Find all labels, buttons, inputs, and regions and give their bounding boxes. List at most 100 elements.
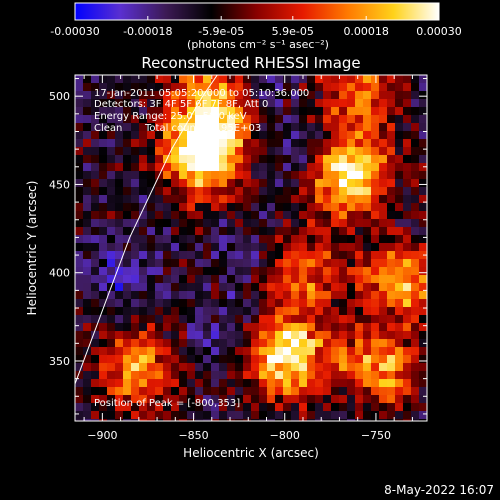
- heatmap-cell: [115, 291, 124, 300]
- heatmap-cell: [195, 339, 204, 348]
- heatmap-cell: [395, 315, 404, 324]
- heatmap-cell: [339, 219, 348, 228]
- heatmap-cell: [139, 283, 148, 292]
- heatmap-cell: [211, 147, 220, 156]
- heatmap-cell: [187, 339, 196, 348]
- heatmap-cell: [355, 283, 364, 292]
- heatmap-cell: [219, 323, 228, 332]
- heatmap-cell: [147, 171, 156, 180]
- heatmap-cell: [123, 323, 132, 332]
- heatmap-cell: [395, 355, 404, 364]
- heatmap-cell: [267, 299, 276, 308]
- heatmap-cell: [347, 123, 356, 132]
- heatmap-cell: [411, 75, 420, 84]
- heatmap-cell: [315, 219, 324, 228]
- heatmap-cell: [355, 371, 364, 380]
- heatmap-cell: [387, 283, 396, 292]
- heatmap-cell: [363, 123, 372, 132]
- heatmap-cell: [275, 195, 284, 204]
- heatmap-cell: [83, 211, 92, 220]
- heatmap-cell: [203, 243, 212, 252]
- heatmap-cell: [195, 203, 204, 212]
- heatmap-cell: [227, 99, 236, 108]
- heatmap-cell: [91, 187, 100, 196]
- heatmap-cell: [123, 355, 132, 364]
- heatmap-cell: [403, 227, 412, 236]
- heatmap-cell: [259, 379, 268, 388]
- heatmap-cell: [91, 83, 100, 92]
- heatmap-cell: [91, 275, 100, 284]
- heatmap-cell: [139, 339, 148, 348]
- heatmap-cell: [315, 363, 324, 372]
- heatmap-cell: [259, 187, 268, 196]
- heatmap-cell: [99, 179, 108, 188]
- heatmap-cell: [403, 411, 412, 420]
- heatmap-cell: [355, 347, 364, 356]
- heatmap-cell: [131, 387, 140, 396]
- heatmap-cell: [123, 419, 132, 421]
- heatmap-cell: [315, 299, 324, 308]
- heatmap-cell: [339, 227, 348, 236]
- heatmap-cell: [259, 123, 268, 132]
- heatmap-cell: [99, 379, 108, 388]
- heatmap-cell: [243, 107, 252, 116]
- x-tick-label: −800: [270, 429, 300, 442]
- heatmap-cell: [403, 315, 412, 324]
- heatmap-cell: [75, 371, 84, 380]
- heatmap-cell: [371, 331, 380, 340]
- chart-title: Reconstructed RHESSI Image: [141, 54, 360, 72]
- heatmap-cell: [283, 195, 292, 204]
- heatmap-cell: [115, 123, 124, 132]
- heatmap-cell: [379, 291, 388, 300]
- heatmap-cell: [99, 123, 108, 132]
- heatmap-cell: [163, 235, 172, 244]
- heatmap-cell: [195, 243, 204, 252]
- heatmap-cell: [355, 267, 364, 276]
- heatmap-cell: [155, 403, 164, 412]
- heatmap-cell: [315, 179, 324, 188]
- heatmap-cell: [299, 179, 308, 188]
- heatmap-cell: [411, 243, 420, 252]
- heatmap-cell: [83, 195, 92, 204]
- heatmap-cell: [315, 91, 324, 100]
- heatmap-cell: [235, 243, 244, 252]
- heatmap-cell: [355, 147, 364, 156]
- heatmap-cell: [187, 107, 196, 116]
- heatmap-cell: [227, 179, 236, 188]
- heatmap-cell: [331, 179, 340, 188]
- heatmap-cell: [227, 243, 236, 252]
- heatmap-cell: [91, 227, 100, 236]
- heatmap-cell: [203, 283, 212, 292]
- heatmap-cell: [187, 99, 196, 108]
- heatmap-cell: [163, 411, 172, 420]
- heatmap-cell: [131, 83, 140, 92]
- heatmap-cell: [219, 251, 228, 260]
- heatmap-cell: [83, 139, 92, 148]
- heatmap-cell: [267, 347, 276, 356]
- heatmap-cell: [339, 315, 348, 324]
- heatmap-cell: [75, 339, 84, 348]
- heatmap-cell: [219, 339, 228, 348]
- heatmap-cell: [243, 99, 252, 108]
- heatmap-cell: [403, 307, 412, 316]
- heatmap-cell: [179, 355, 188, 364]
- heatmap-cell: [75, 379, 84, 388]
- heatmap-cell: [131, 347, 140, 356]
- heatmap-cell: [283, 163, 292, 172]
- heatmap-cell: [155, 411, 164, 420]
- heatmap-cell: [155, 99, 164, 108]
- heatmap-cell: [219, 83, 228, 92]
- heatmap-cell: [99, 395, 108, 404]
- heatmap-cell: [307, 259, 316, 268]
- heatmap-cell: [339, 147, 348, 156]
- heatmap-cell: [379, 259, 388, 268]
- heatmap-cell: [259, 219, 268, 228]
- heatmap-cell: [419, 267, 427, 276]
- heatmap-cell: [347, 291, 356, 300]
- heatmap-cell: [371, 139, 380, 148]
- heatmap-cell: [267, 371, 276, 380]
- heatmap-cell: [99, 363, 108, 372]
- heatmap-cell: [243, 139, 252, 148]
- heatmap-cell: [275, 131, 284, 140]
- heatmap-cell: [251, 163, 260, 172]
